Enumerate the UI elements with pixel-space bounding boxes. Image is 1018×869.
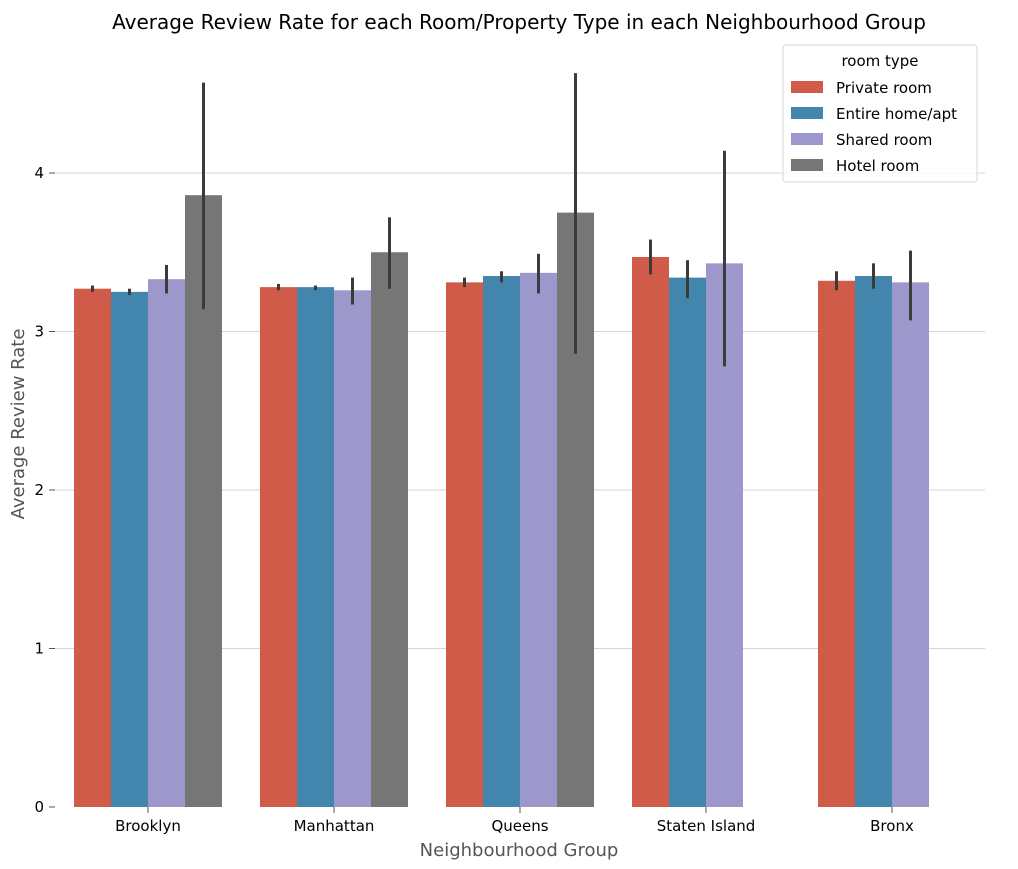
legend-swatch xyxy=(791,107,823,119)
y-tick-label: 1 xyxy=(34,640,44,658)
bar xyxy=(855,276,892,807)
x-axis: Brooklyn Manhattan Queens Staten Island Bron… xyxy=(115,807,914,835)
x-tick-label: Queens xyxy=(491,817,548,835)
y-tick-label: 4 xyxy=(34,164,44,182)
legend-label: Shared room xyxy=(836,131,932,149)
legend: room type Private room Entire home/apt Sha… xyxy=(782,44,978,183)
legend-label: Entire home/apt xyxy=(836,105,957,123)
legend-items: Private room Entire home/apt Shared room Ho… xyxy=(791,79,957,175)
x-tick-label: Manhattan xyxy=(294,817,375,835)
y-axis: 0 1 2 3 4 xyxy=(34,164,55,816)
y-axis-label: Average Review Rate xyxy=(8,329,29,520)
bar xyxy=(74,288,111,808)
bar xyxy=(334,290,371,807)
bar xyxy=(818,280,855,807)
legend-swatch xyxy=(791,133,823,145)
x-tick-label: Bronx xyxy=(870,817,914,835)
legend-swatch xyxy=(791,81,823,93)
chart-title: Average Review Rate for each Room/Proper… xyxy=(112,10,926,34)
bar xyxy=(446,282,483,807)
bar xyxy=(892,282,929,807)
bars xyxy=(74,195,929,808)
error-bars xyxy=(91,73,912,367)
x-tick-label: Brooklyn xyxy=(115,817,181,835)
bar xyxy=(632,257,669,807)
legend-label: Hotel room xyxy=(836,157,919,175)
y-tick-label: 3 xyxy=(34,323,44,341)
x-tick-label: Staten Island xyxy=(657,817,756,835)
y-tick-label: 2 xyxy=(34,481,44,499)
bar xyxy=(669,277,706,807)
bar xyxy=(520,272,557,808)
legend-title: room type xyxy=(841,52,918,70)
bar xyxy=(297,287,334,807)
bar xyxy=(260,287,297,807)
bar xyxy=(111,291,148,807)
legend-swatch xyxy=(791,159,823,171)
x-axis-label: Neighbourhood Group xyxy=(420,840,619,861)
bar xyxy=(148,279,185,807)
legend-box xyxy=(782,44,978,183)
legend-label: Private room xyxy=(836,79,932,97)
bar xyxy=(483,276,520,807)
bar xyxy=(371,252,408,807)
y-tick-label: 0 xyxy=(34,798,44,816)
